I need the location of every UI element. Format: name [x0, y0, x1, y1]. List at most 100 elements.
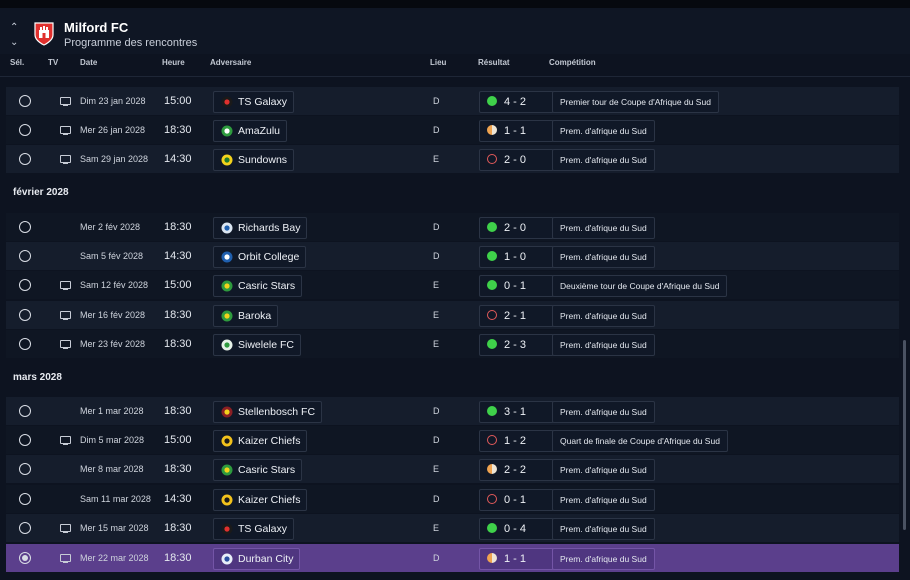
opponent-button[interactable]: Richards Bay: [213, 217, 308, 239]
chevron-up-icon[interactable]: ⌃: [10, 22, 19, 33]
result-button[interactable]: 0 - 4: [479, 518, 554, 540]
competition-button[interactable]: Deuxième tour de Coupe d'Afrique du Sud: [552, 275, 728, 297]
club-name[interactable]: Milford FC: [64, 20, 129, 35]
select-radio[interactable]: [19, 221, 31, 233]
competition-button[interactable]: Prem. d'afrique du Sud: [552, 120, 655, 142]
opponent-button[interactable]: Casric Stars: [213, 459, 303, 481]
result-score: 1 - 0: [504, 251, 527, 263]
opponent-button[interactable]: Kaizer Chiefs: [213, 430, 308, 452]
result-button[interactable]: 3 - 1: [479, 401, 554, 423]
result-button[interactable]: 1 - 0: [479, 246, 554, 268]
competition-button[interactable]: Prem. d'afrique du Sud: [552, 149, 655, 171]
fixture-row[interactable]: Mer 15 mar 2028 18:30 TS Galaxy E 0 - 4 Prem.…: [6, 514, 899, 542]
result-score: 2 - 3: [504, 339, 527, 351]
select-radio[interactable]: [19, 95, 31, 107]
fixture-row[interactable]: Sam 11 mar 2028 14:30 Kaizer Chiefs D 0 - 1 P…: [6, 485, 899, 513]
fixture-row[interactable]: Dim 23 jan 2028 15:00 TS Galaxy D 4 - 2 Premi…: [6, 87, 899, 115]
column-header-opponent[interactable]: Adversaire: [210, 58, 252, 67]
column-header-time[interactable]: Heure: [162, 58, 185, 67]
select-radio[interactable]: [19, 493, 31, 505]
opponent-button[interactable]: Durban City: [213, 548, 301, 570]
select-radio[interactable]: [19, 405, 31, 417]
column-header-result[interactable]: Résultat: [478, 58, 510, 67]
header-divider: [0, 76, 910, 77]
fixture-row[interactable]: Sam 29 jan 2028 14:30 Sundowns E 2 - 0 Prem. …: [6, 145, 899, 173]
column-header-venue[interactable]: Lieu: [430, 58, 447, 67]
fixture-row[interactable]: Mer 26 jan 2028 18:30 AmaZulu D 1 - 1 Prem. d…: [6, 116, 899, 144]
column-header-tv[interactable]: TV: [48, 58, 59, 67]
competition-button[interactable]: Prem. d'afrique du Sud: [552, 518, 655, 540]
result-button[interactable]: 0 - 1: [479, 275, 554, 297]
competition-button[interactable]: Prem. d'afrique du Sud: [552, 217, 655, 239]
fixture-row[interactable]: Sam 12 fév 2028 15:00 Casric Stars E 0 - 1 De…: [6, 271, 899, 299]
result-button[interactable]: 2 - 0: [479, 217, 554, 239]
select-radio[interactable]: [19, 434, 31, 446]
select-radio[interactable]: [19, 153, 31, 165]
scrollbar[interactable]: [903, 340, 906, 530]
column-header-date[interactable]: Date: [80, 58, 98, 67]
result-score: 3 - 1: [504, 406, 527, 418]
result-button[interactable]: 2 - 2: [479, 459, 554, 481]
result-button[interactable]: 0 - 1: [479, 489, 554, 511]
fixture-row[interactable]: Mer 1 mar 2028 18:30 Stellenbosch FC D 3 - 1…: [6, 397, 899, 425]
opponent-button[interactable]: Baroka: [213, 305, 279, 327]
select-radio[interactable]: [19, 279, 31, 291]
competition-button[interactable]: Prem. d'afrique du Sud: [552, 489, 655, 511]
opponent-button[interactable]: Orbit College: [213, 246, 307, 268]
fixture-venue: E: [433, 523, 440, 533]
fixtures-list[interactable]: février 2028 mars 2028 Dim 23 jan 2028 15…: [0, 77, 910, 580]
opponent-button[interactable]: Sundowns: [213, 149, 295, 171]
competition-button[interactable]: Prem. d'afrique du Sud: [552, 401, 655, 423]
competition-button[interactable]: Prem. d'afrique du Sud: [552, 548, 655, 570]
result-button[interactable]: 2 - 1: [479, 305, 554, 327]
competition-button[interactable]: Premier tour de Coupe d'Afrique du Sud: [552, 91, 719, 113]
competition-button[interactable]: Prem. d'afrique du Sud: [552, 334, 655, 356]
result-indicator-icon: [487, 339, 497, 349]
result-button[interactable]: 1 - 2: [479, 430, 554, 452]
result-score: 2 - 2: [504, 464, 527, 476]
result-button[interactable]: 4 - 2: [479, 91, 554, 113]
opponent-badge-icon: [221, 96, 233, 108]
chevron-down-icon[interactable]: ⌄: [10, 37, 19, 48]
tv-icon: [60, 126, 71, 135]
result-button[interactable]: 1 - 1: [479, 548, 554, 570]
select-radio[interactable]: [19, 338, 31, 350]
opponent-name: Kaizer Chiefs: [238, 435, 301, 447]
fixture-row[interactable]: Dim 5 mar 2028 15:00 Kaizer Chiefs D 1 - 2 Qu…: [6, 426, 899, 454]
select-radio[interactable]: [19, 250, 31, 262]
opponent-button[interactable]: Stellenbosch FC: [213, 401, 323, 423]
opponent-button[interactable]: AmaZulu: [213, 120, 288, 142]
fixture-date: Sam 5 fév 2028: [80, 251, 144, 261]
fixture-row[interactable]: Mer 2 fév 2028 18:30 Richards Bay D 2 - 0 Pre…: [6, 213, 899, 241]
opponent-button[interactable]: Casric Stars: [213, 275, 303, 297]
result-button[interactable]: 2 - 0: [479, 149, 554, 171]
competition-button[interactable]: Prem. d'afrique du Sud: [552, 305, 655, 327]
result-score: 1 - 1: [504, 553, 527, 565]
opponent-button[interactable]: TS Galaxy: [213, 518, 295, 540]
competition-button[interactable]: Quart de finale de Coupe d'Afrique du Su…: [552, 430, 728, 452]
opponent-name: Baroka: [238, 310, 272, 322]
fixture-row[interactable]: Mer 23 fév 2028 18:30 Siwelele FC E 2 - 3 Pre…: [6, 330, 899, 358]
opponent-button[interactable]: TS Galaxy: [213, 91, 295, 113]
column-header-competition[interactable]: Compétition: [549, 58, 596, 67]
competition-button[interactable]: Prem. d'afrique du Sud: [552, 459, 655, 481]
opponent-name: TS Galaxy: [238, 523, 288, 535]
result-button[interactable]: 2 - 3: [479, 334, 554, 356]
opponent-button[interactable]: Kaizer Chiefs: [213, 489, 308, 511]
fixture-venue: E: [433, 154, 440, 164]
fixture-row[interactable]: Mer 16 fév 2028 18:30 Baroka E 2 - 1 Prem. d'…: [6, 301, 899, 329]
column-header-select[interactable]: Sél.: [10, 58, 25, 67]
fixture-date: Mer 23 fév 2028: [80, 339, 146, 349]
fixture-row[interactable]: Mer 8 mar 2028 18:30 Casric Stars E 2 - 2 Pre…: [6, 455, 899, 483]
select-radio[interactable]: [19, 522, 31, 534]
select-radio[interactable]: [19, 124, 31, 136]
select-radio[interactable]: [19, 552, 31, 564]
opponent-button[interactable]: Siwelele FC: [213, 334, 302, 356]
result-button[interactable]: 1 - 1: [479, 120, 554, 142]
select-radio[interactable]: [19, 309, 31, 321]
fixture-row[interactable]: Mer 22 mar 2028 18:30 Durban City D 1 - 1 Pre…: [6, 544, 899, 572]
competition-button[interactable]: Prem. d'afrique du Sud: [552, 246, 655, 268]
select-radio[interactable]: [19, 463, 31, 475]
fixture-date: Mer 15 mar 2028: [80, 523, 149, 533]
fixture-row[interactable]: Sam 5 fév 2028 14:30 Orbit College D 1 - 0 Pr…: [6, 242, 899, 270]
